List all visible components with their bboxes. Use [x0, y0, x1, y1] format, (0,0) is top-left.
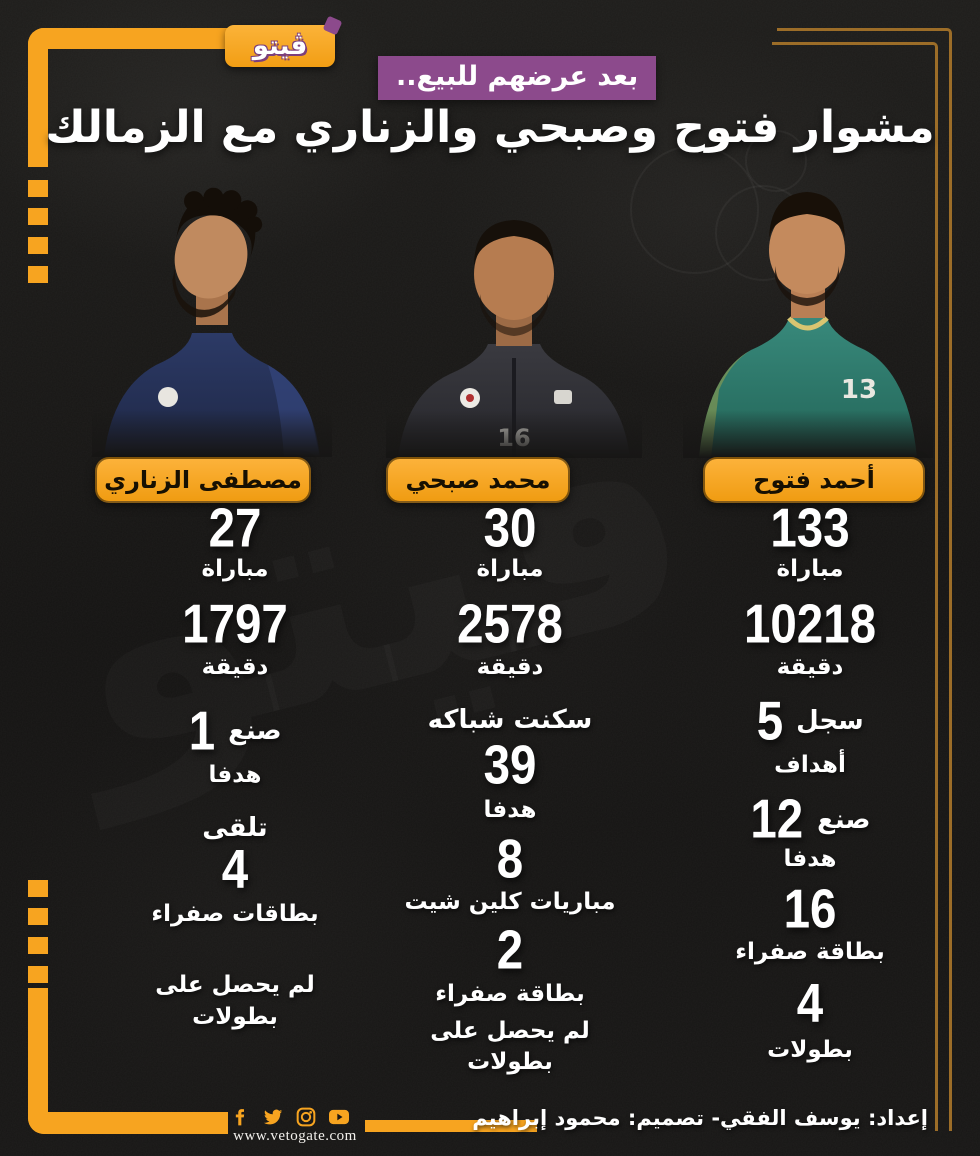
- stat-titles-value: 4: [796, 972, 824, 1034]
- stat-matches-value: 30: [483, 497, 537, 559]
- watermark-ring: [745, 130, 807, 192]
- stats-column-sobhi: 30 مباراة 2578 دقيقة سكنت شباكه 39 هدفا …: [390, 497, 630, 1076]
- stat-minutes-label: دقيقة: [776, 653, 844, 680]
- stat-cleansheets-label: مباريات كلين شيت: [404, 888, 616, 915]
- stat-conceded-value: 39: [483, 734, 537, 796]
- jersey-number-fattouh: 13: [841, 375, 877, 405]
- stat-titles-label: بطولات: [767, 1036, 853, 1063]
- frame-bottom-left: [28, 988, 228, 1134]
- social-icons: [230, 1107, 349, 1127]
- frame-dash: [28, 937, 48, 954]
- frame-dash: [28, 208, 48, 225]
- player-photo-sobhi: 16: [386, 220, 642, 458]
- stat-yellow-value: 4: [221, 838, 249, 900]
- frame-dash: [28, 180, 48, 197]
- stat-minutes-value: 10218: [743, 593, 877, 655]
- stat-matches-value: 27: [208, 497, 262, 559]
- stat-assists-value: 12: [750, 787, 804, 850]
- frame-dash: [28, 908, 48, 925]
- logo-tail: [322, 15, 343, 36]
- stat-matches-label: مباراة: [776, 555, 844, 582]
- facebook-icon: [230, 1107, 250, 1127]
- stat-goals-prefix: سجل: [796, 706, 864, 737]
- player-name-banner-fattouh: أحمد فتوح: [703, 457, 925, 503]
- frame-dash: [28, 880, 48, 897]
- stat-yellow-label: بطاقة صفراء: [435, 981, 585, 1007]
- stat-yellow-prefix: تلقى: [202, 812, 268, 843]
- logo-text: ڤيتو: [252, 31, 308, 61]
- credit-text: إعداد: يوسف الفقي- تصميم: محمود إبراهيم: [472, 1106, 928, 1130]
- stat-no-titles-line2: بطولات: [192, 1004, 278, 1031]
- stat-minutes-value: 2578: [457, 593, 563, 655]
- stat-assists-row: صنع 1: [112, 699, 358, 762]
- footer-divider-bar: [365, 1120, 537, 1132]
- stat-goals-row: سجل 5: [688, 689, 932, 752]
- frame-dash: [28, 237, 48, 254]
- stat-no-titles-line1: لم يحصل على: [155, 971, 315, 998]
- twitter-icon: [263, 1107, 283, 1127]
- stat-minutes-label: دقيقة: [201, 653, 269, 680]
- stat-no-titles-line2: بطولات: [467, 1048, 553, 1075]
- stat-matches-label: مباراة: [201, 555, 269, 582]
- frame-dash: [28, 966, 48, 983]
- stat-yellow-label: بطاقة صفراء: [735, 938, 885, 965]
- player-name-banner-zanari: مصطفى الزناري: [95, 457, 311, 503]
- stat-assists-prefix: صنع: [817, 804, 871, 835]
- youtube-icon: [329, 1107, 349, 1127]
- stat-minutes-label: دقيقة: [476, 653, 544, 680]
- kicker-text: بعد عرضهم للبيع..: [396, 61, 639, 92]
- stat-assists-label: هدفا: [208, 762, 262, 788]
- stat-conceded-label: هدفا: [483, 796, 537, 823]
- stat-conceded-prefix: سكنت شباكه: [427, 704, 593, 735]
- player-name-banner-sobhi: محمد صبحي: [386, 457, 570, 503]
- stats-column-fattouh: 133 مباراة 10218 دقيقة سجل 5 أهداف صنع 1…: [688, 497, 932, 1065]
- instagram-icon: [296, 1107, 316, 1127]
- vetogate-logo: ڤيتو: [225, 15, 343, 67]
- stat-matches-value: 133: [770, 497, 850, 559]
- website-url: www.vetogate.com: [233, 1128, 357, 1144]
- stat-no-titles-line1: لم يحصل على: [430, 1017, 590, 1044]
- stat-assists-row: صنع 12: [688, 787, 932, 850]
- frame-top-left: [28, 28, 230, 167]
- player-photo-fattouh: 13: [683, 192, 933, 458]
- stat-yellow-value: 2: [496, 918, 524, 981]
- player-photo-zanari: [92, 187, 332, 457]
- frame-dash: [28, 266, 48, 283]
- stat-assists-prefix: صنع: [228, 716, 282, 747]
- page-title: مشوار فتوح وصبحي والزناري مع الزمالك: [45, 102, 935, 153]
- kicker-banner: بعد عرضهم للبيع..: [378, 56, 657, 100]
- stat-assists-value: 1: [189, 699, 216, 762]
- stat-yellow-value: 16: [783, 878, 837, 940]
- stat-minutes-value: 1797: [182, 593, 288, 655]
- frame-right-inner-line: [772, 42, 938, 1131]
- stat-matches-label: مباراة: [476, 555, 544, 582]
- stat-cleansheets-value: 8: [496, 828, 524, 890]
- stats-column-zanari: 27 مباراة 1797 دقيقة صنع 1 هدفا تلقى 4 ب…: [112, 497, 358, 1032]
- stat-goals-value: 5: [757, 689, 784, 752]
- stat-goals-label: أهداف: [774, 752, 846, 778]
- stat-yellow-label: بطاقات صفراء: [151, 900, 319, 927]
- stat-assists-label: هدفا: [783, 846, 837, 873]
- frame-right-outer-line: [777, 28, 952, 1131]
